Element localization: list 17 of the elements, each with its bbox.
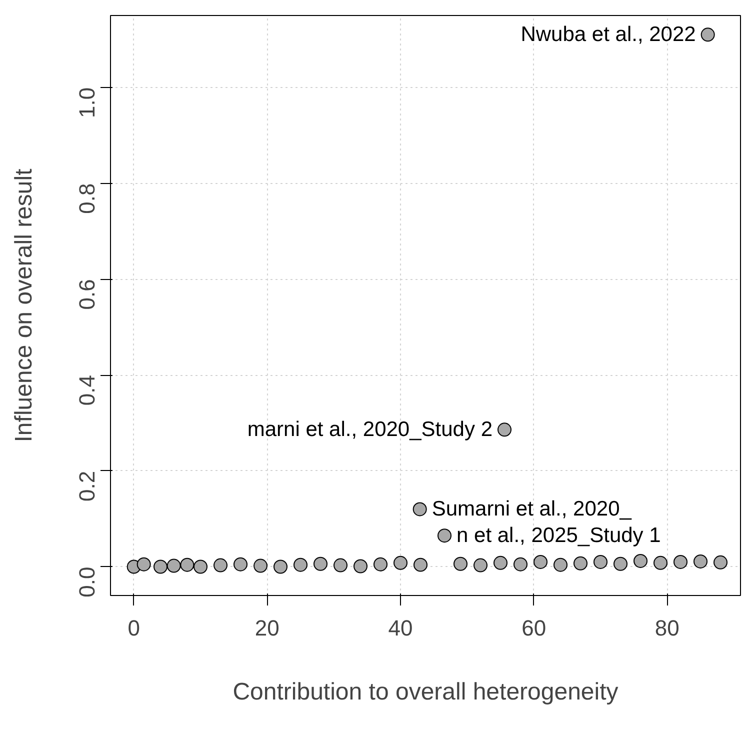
x-tick-label: 40 <box>388 616 413 640</box>
x-tick-label: 20 <box>254 616 280 640</box>
x-tick-label: 0 <box>128 616 140 640</box>
y-axis-title: Influence on overall result <box>10 168 38 442</box>
y-tick-label: 0.2 <box>74 470 100 502</box>
y-tick-label: 0.6 <box>74 279 100 310</box>
x-tick-label: 60 <box>522 616 546 640</box>
annotation: Nwuba et al., 2022 <box>520 23 696 46</box>
y-tick-label: 0.4 <box>74 374 100 406</box>
y-tick-label: 1.0 <box>74 87 100 118</box>
x-axis-title: Contribution to overall heterogeneity <box>232 678 618 706</box>
y-tick-label: 0.8 <box>74 183 100 214</box>
y-tick-label: 0.0 <box>74 566 100 598</box>
x-tick-label: 80 <box>654 616 680 640</box>
annotation: marni et al., 2020_Study 2 <box>247 418 493 442</box>
annotation: n et al., 2025_Study 1 <box>456 524 661 548</box>
annotation: Sumarni et al., 2020_ <box>432 498 632 521</box>
